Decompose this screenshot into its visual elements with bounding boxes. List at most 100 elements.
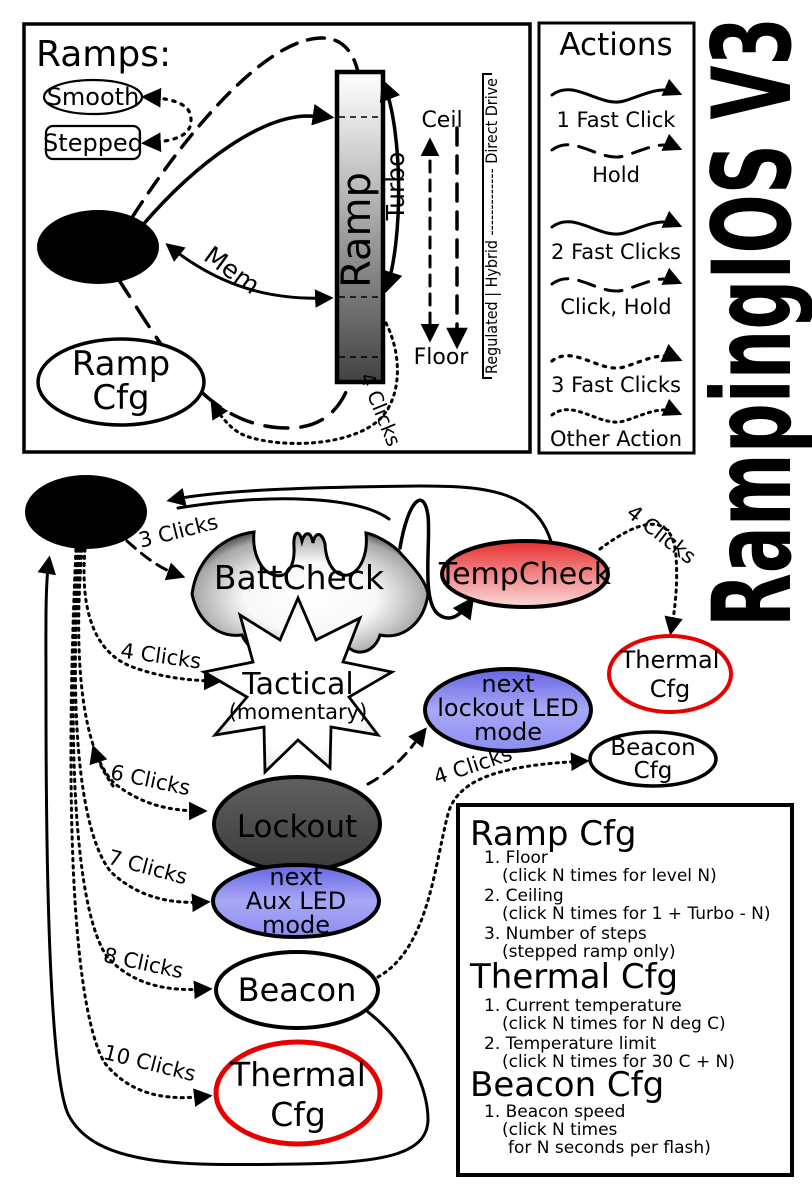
ramp-cfg-item: 2. Ceiling: [484, 886, 564, 906]
tempcheck-to-thermal-cfg-arrow: [598, 522, 683, 636]
ramp-cfg-section-title: Ramp Cfg: [470, 814, 637, 854]
off-node: [37, 210, 159, 284]
thermal-cfg-label-2: Cfg: [650, 675, 690, 703]
off-label-bottom: OFF: [46, 493, 126, 534]
thermal-cfg-item-note: (click N times for N deg C): [502, 1014, 726, 1034]
next-lockout-led-node: [423, 667, 593, 753]
smooth-label: Smooth: [47, 83, 140, 111]
beacon-cfg-item-note: for N seconds per flash): [508, 1138, 711, 1158]
clicks4-thermal-label: 4 Clicks: [622, 500, 701, 569]
battcheck-label: BattCheck: [214, 558, 385, 597]
legend-label-1-fast-click: 1 Fast Click: [557, 108, 677, 132]
thermal-cfg-item-note: (click N times for 30 C + N): [502, 1052, 735, 1072]
legend-label-click-hold: Click, Hold: [560, 295, 671, 319]
four-clicks-to-ramp-cfg-arrow: [210, 321, 399, 445]
hold-to-floor-arrow: [115, 275, 366, 430]
legend-arrow-click-hold: [550, 267, 683, 293]
clicks3-label: 3 Clicks: [136, 510, 220, 553]
battcheck-to-off-line: [176, 497, 391, 521]
lockout-label: Lockout: [237, 809, 357, 845]
next-lockout-led-label-3: mode: [474, 718, 542, 746]
next-lockout-led-label-2: lockout LED: [437, 694, 579, 722]
page-title: RampingIOS V3: [690, 17, 812, 627]
actions-panel-title: Actions: [559, 27, 672, 63]
off-node-bottom: [25, 475, 147, 549]
drive-axis-label: Regulated | Hybrid ------------- Direct …: [482, 78, 501, 374]
off-to-aux-led-arrow: [73, 547, 211, 913]
smooth-stepped-toggle-arrow: [141, 87, 193, 153]
config-panel: Ramp Cfg 1. Floor (click N times for lev…: [456, 803, 794, 1177]
beacon-cfg-section-title: Beacon Cfg: [470, 1065, 664, 1105]
thermal-cfg-bottom-label-2: Cfg: [270, 1095, 326, 1134]
next-aux-led-label-3: mode: [262, 911, 330, 939]
tactical-label-2: (momentary): [229, 700, 368, 724]
ramp-cfg-label-2: Cfg: [92, 378, 149, 418]
ramp-cfg-item-note: (click N times for level N): [502, 866, 717, 886]
ramp-cfg-label-1: Ramp: [72, 344, 170, 384]
tempcheck-to-off-arrow: [166, 484, 554, 547]
beacon-cfg-label-2: Cfg: [634, 758, 673, 784]
thermal-cfg-section-title: Thermal Cfg: [469, 957, 678, 997]
smooth-node: [42, 78, 144, 116]
ramps-panel: Ramps: Smooth Stepped Ramp Turbo Ceil Fl…: [22, 22, 532, 454]
legend-arrow-3-fast-clicks: [550, 343, 683, 370]
thermal-cfg-bottom-label-1: Thermal: [229, 1055, 366, 1094]
any-mode-to-off-loop-arrow: [37, 555, 430, 1167]
tactical-label-1: Tactical: [241, 667, 354, 702]
beacon-cfg-item-note: (click N times: [502, 1120, 618, 1140]
beacon-cfg-node: [588, 730, 718, 788]
beacon-node: [214, 950, 380, 1030]
state-graph: BattCheck Tactical (momentary) OFF TempC…: [25, 475, 733, 1167]
off-label: OFF: [58, 228, 138, 269]
actions-panel: Actions 1 Fast Click Hold 2 Fast Clicks …: [537, 21, 696, 455]
ramp-bar-label: Ramp: [334, 172, 380, 288]
thermal-cfg-label-1: Thermal: [620, 646, 720, 674]
lockout-to-led-mode-arrow: [366, 727, 427, 786]
ramp-cfg-item-note: (click N times for 1 + Turbo - N): [502, 904, 771, 924]
click-hold-to-turbo-arrow: [131, 36, 372, 218]
thermal-cfg-node: [607, 634, 733, 714]
thermal-cfg-item: 1. Current temperature: [484, 996, 682, 1016]
legend-label-2-fast-clicks: 2 Fast Clicks: [551, 240, 681, 264]
tactical-node: [200, 594, 396, 776]
clicks8-label: 8 Clicks: [101, 943, 185, 983]
two-clicks-to-ceil-arrow: [139, 103, 335, 229]
stepped-node: [44, 124, 142, 161]
beacon-label: Beacon: [238, 971, 357, 1009]
tempcheck-node: [440, 539, 610, 609]
clicks4-tactical-label: 4 Clicks: [119, 639, 203, 674]
drive-axis-bracket: [482, 73, 492, 379]
floor-label: Floor: [414, 345, 470, 370]
legend-label-hold: Hold: [592, 163, 640, 187]
beacon-to-beacon-cfg-arrow: [376, 752, 590, 979]
ramp-cfg-node: [36, 337, 206, 427]
off-to-tactical-arrow: [82, 547, 223, 691]
thermal-cfg-item: 2. Temperature limit: [484, 1034, 656, 1054]
next-aux-led-label-2: Aux LED: [246, 887, 346, 915]
config-panel-border: [456, 803, 794, 1177]
next-aux-led-label-1: next: [269, 863, 322, 891]
stepped-label: Stepped: [43, 129, 143, 157]
ramp-cfg-item-note: (stepped ramp only): [502, 942, 676, 962]
turbo-label: Turbo: [381, 152, 410, 222]
thermal-cfg-node-bottom: [213, 1039, 383, 1147]
legend-arrow-2-fast-clicks: [550, 210, 683, 236]
beacon-cfg-item: 1. Beacon speed: [484, 1102, 625, 1122]
lockout-to-off-return-arrow: [89, 744, 115, 788]
clicks6-label: 6 Clicks: [108, 760, 192, 800]
next-aux-led-node: [211, 863, 381, 939]
legend-label-other-action: Other Action: [550, 427, 682, 451]
next-lockout-led-label-1: next: [481, 670, 534, 698]
three-clicks-to-battcheck-arrow: [125, 539, 186, 581]
legend-arrow-1-fast-click: [550, 78, 683, 104]
turbo-arc-arrow: [379, 78, 403, 294]
tempcheck-label: TempCheck: [438, 557, 612, 592]
off-to-beacon-arrow: [71, 547, 213, 1000]
legend-arrow-other-action: [550, 398, 683, 424]
battcheck-to-tempcheck-arrow: [398, 498, 475, 621]
beacon-cfg-label-1: Beacon: [610, 735, 695, 761]
clicks7-label: 7 Clicks: [106, 845, 190, 889]
mem-arrow: [165, 243, 334, 308]
ramp-cfg-item: 1. Floor: [484, 848, 548, 868]
